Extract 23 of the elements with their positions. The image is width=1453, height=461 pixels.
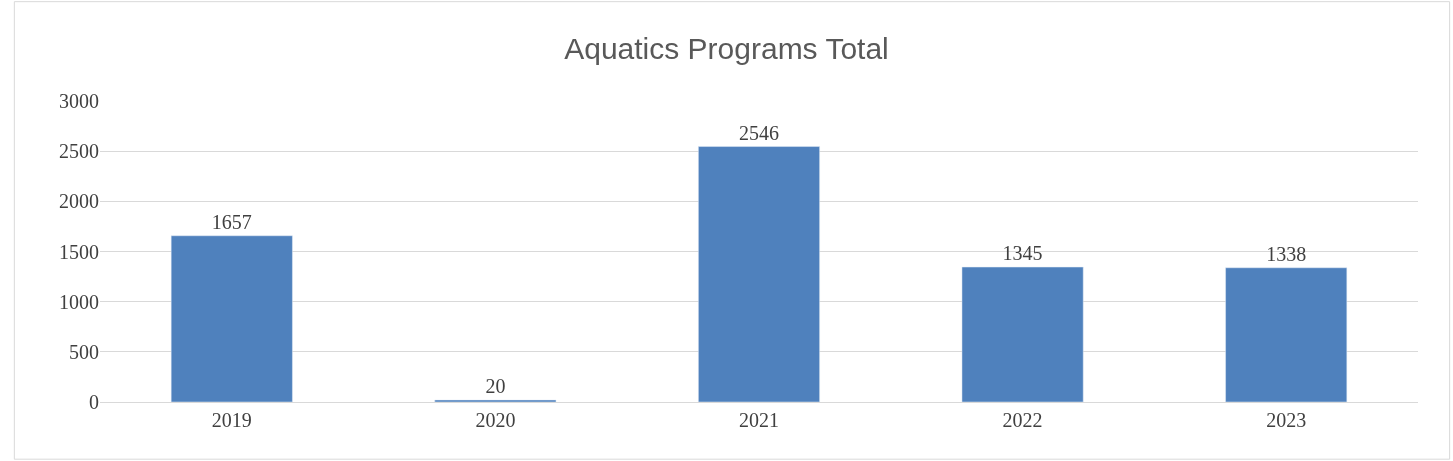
y-tick-label: 3000 xyxy=(59,90,99,112)
bar xyxy=(434,399,557,402)
bar xyxy=(961,266,1084,402)
x-tick-label: 2021 xyxy=(739,409,779,431)
y-tick-label: 1500 xyxy=(59,240,99,263)
bar xyxy=(1225,267,1348,402)
x-tick-label: 2020 xyxy=(475,409,516,431)
data-label: 2546 xyxy=(739,121,779,144)
x-tick-label: 2023 xyxy=(1266,409,1307,431)
x-tick-label: 2022 xyxy=(1002,409,1043,431)
y-tick-label: 2000 xyxy=(59,190,99,213)
bar xyxy=(698,146,820,402)
data-label: 20 xyxy=(485,374,506,397)
y-tick-label: 0 xyxy=(89,391,99,413)
bar xyxy=(170,235,293,402)
data-label: 1338 xyxy=(1266,242,1307,265)
y-tick-label: 1000 xyxy=(59,290,99,313)
x-tick-label: 2019 xyxy=(211,409,252,431)
y-tick-label: 2500 xyxy=(59,140,99,163)
chart-title: Aquatics Programs Total xyxy=(564,31,889,65)
data-label: 1345 xyxy=(1002,242,1043,265)
y-tick-label: 500 xyxy=(69,340,99,363)
data-label: 1657 xyxy=(211,210,252,233)
